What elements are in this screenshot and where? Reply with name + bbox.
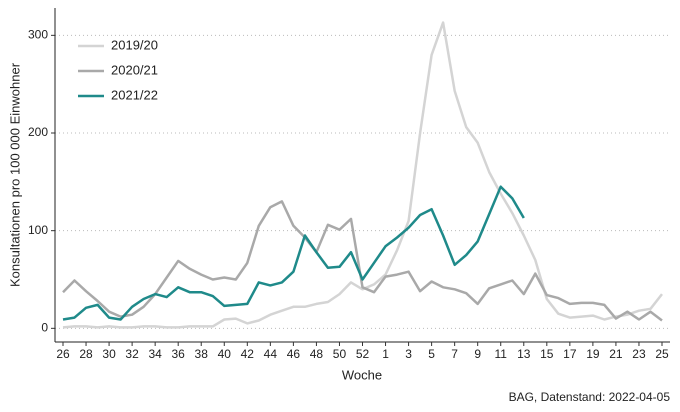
x-tick-label: 34 bbox=[148, 347, 162, 361]
x-tick-label: 23 bbox=[632, 347, 646, 361]
y-tick-label: 300 bbox=[28, 28, 48, 42]
x-tick-label: 28 bbox=[79, 347, 93, 361]
x-tick-label: 36 bbox=[172, 347, 186, 361]
x-tick-label: 25 bbox=[655, 347, 669, 361]
legend-label: 2019/20 bbox=[111, 37, 158, 52]
x-tick-label: 7 bbox=[451, 347, 458, 361]
x-tick-label: 50 bbox=[333, 347, 347, 361]
x-tick-label: 32 bbox=[125, 347, 139, 361]
y-axis-label: Konsultationen pro 100 000 Einwohner bbox=[7, 62, 22, 287]
x-axis-label: Woche bbox=[342, 367, 382, 382]
series-line bbox=[62, 185, 525, 321]
legend-label: 2021/22 bbox=[111, 87, 158, 102]
x-tick-label: 11 bbox=[494, 347, 507, 361]
x-tick-label: 30 bbox=[102, 347, 116, 361]
x-tick-label: 26 bbox=[56, 347, 70, 361]
x-tick-label: 21 bbox=[609, 347, 623, 361]
x-tick-label: 19 bbox=[586, 347, 600, 361]
x-tick-label: 17 bbox=[563, 347, 577, 361]
y-tick-label: 0 bbox=[41, 320, 48, 334]
x-tick-label: 46 bbox=[287, 347, 301, 361]
series-line bbox=[62, 21, 663, 329]
x-tick-label: 48 bbox=[310, 347, 324, 361]
x-tick-label: 40 bbox=[218, 347, 232, 361]
x-tick-label: 42 bbox=[241, 347, 255, 361]
y-tick-label: 200 bbox=[28, 125, 48, 139]
x-tick-label: 5 bbox=[428, 347, 435, 361]
x-tick-label: 52 bbox=[356, 347, 370, 361]
y-tick-label: 100 bbox=[28, 223, 48, 237]
x-tick-label: 9 bbox=[474, 347, 481, 361]
series-line bbox=[62, 200, 663, 322]
x-tick-label: 44 bbox=[264, 347, 278, 361]
x-tick-label: 15 bbox=[540, 347, 554, 361]
legend-label: 2020/21 bbox=[111, 62, 158, 77]
x-tick-label: 13 bbox=[517, 347, 531, 361]
x-tick-label: 1 bbox=[382, 347, 389, 361]
x-tick-label: 3 bbox=[405, 347, 412, 361]
caption: BAG, Datenstand: 2022-04-05 bbox=[509, 390, 671, 404]
x-tick-label: 38 bbox=[195, 347, 209, 361]
